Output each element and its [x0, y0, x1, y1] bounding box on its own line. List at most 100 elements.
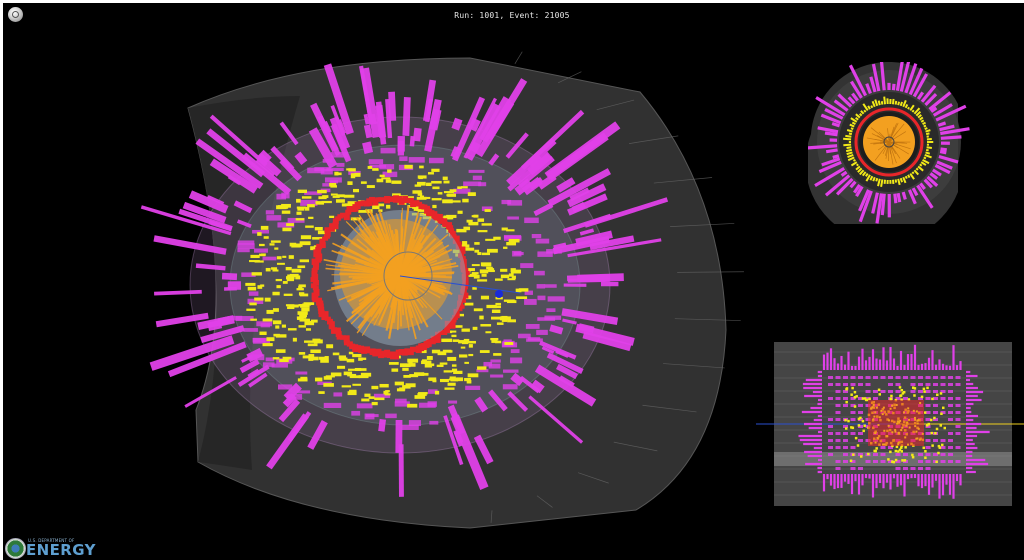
ecal-hit — [463, 226, 471, 231]
ecal-hit — [477, 279, 488, 282]
rz-projection-view[interactable] — [756, 342, 1024, 510]
rz-hcal-tile — [865, 460, 871, 463]
ecal-hit — [373, 203, 385, 207]
settings-gear-icon[interactable] — [8, 7, 23, 22]
ecal-hit — [383, 390, 389, 395]
ecal-hit — [298, 292, 305, 296]
rz-ecal-hit — [922, 446, 926, 450]
hcal-tile — [536, 329, 548, 335]
hcal-tower — [575, 323, 635, 346]
rz-hcal-tile — [925, 418, 931, 421]
rz-ecal-hit — [930, 431, 934, 435]
ecal-hit — [477, 230, 488, 233]
rphi-hcal-tower — [818, 160, 842, 174]
hcal-tower — [422, 79, 437, 122]
ecal-hit — [432, 379, 437, 383]
rz-hcal-tile — [858, 376, 863, 379]
rphi-hcal-tower — [824, 107, 844, 120]
rz-ecal-hit — [857, 417, 861, 421]
ecal-hit — [291, 268, 302, 273]
track-core — [340, 219, 452, 329]
hcal-tower — [468, 117, 481, 132]
ecal-hit — [405, 196, 414, 199]
ecal-hit — [304, 206, 310, 211]
ecal-hit — [420, 372, 429, 376]
ecal-hit — [352, 353, 362, 358]
rphi-hcal-tower — [891, 83, 896, 91]
ecal-hit — [467, 373, 479, 378]
hcal-tile — [336, 162, 345, 167]
hcal-tile — [373, 393, 391, 399]
hcal-tower — [182, 201, 227, 224]
ecal-hit — [436, 364, 444, 367]
ecal-hit — [463, 338, 470, 343]
inner-ring-hit — [311, 267, 318, 273]
rz-hcal-tile — [835, 460, 841, 463]
inner-ring-hit — [331, 327, 338, 334]
inner-ring-hit — [335, 331, 342, 338]
hcal-tower — [528, 177, 544, 190]
rphi-hcal-tower — [911, 187, 919, 197]
ecal-hit — [310, 246, 320, 251]
hcal-tower — [575, 230, 613, 247]
ecal-hit — [300, 235, 312, 240]
hcal-tower — [307, 419, 328, 450]
rz-ecal-hit — [845, 388, 848, 391]
hcal-tile — [229, 315, 243, 321]
rz-hcal-tile — [850, 460, 856, 463]
ecal-hit — [315, 201, 325, 205]
rphi-ecal-hit — [865, 172, 869, 177]
ecal-hit — [473, 308, 483, 312]
hcal-tower — [233, 200, 253, 214]
inner-ring-hit — [459, 246, 466, 251]
rz-hcal-tile — [903, 453, 908, 456]
rz-hcal-tile — [925, 376, 931, 379]
rz-hcal-tile — [888, 390, 893, 393]
hcal-tile — [448, 400, 458, 404]
ecal-hit — [379, 383, 389, 388]
rphi-track — [888, 141, 890, 162]
inner-ring-hit — [360, 200, 367, 206]
hcal-tower — [140, 205, 232, 236]
rphi-ecal-hit — [869, 175, 874, 181]
rz-track-hit — [883, 429, 886, 432]
hcal-tile — [243, 328, 258, 332]
rz-hcal-tile — [835, 467, 841, 470]
ecal-hit — [292, 337, 297, 342]
rz-hcal-tile — [835, 432, 841, 435]
rphi-ecal-hit — [909, 104, 915, 112]
inner-ring-hit — [442, 221, 449, 228]
rz-hcal-tile — [880, 390, 886, 393]
ecal-hit — [257, 232, 262, 236]
rz-track-hit — [917, 419, 920, 422]
shell-segment-line — [670, 223, 735, 227]
shell-segment-line — [514, 51, 523, 65]
ecal-hit — [364, 393, 371, 397]
ecal-hit — [412, 190, 422, 194]
rz-track-hit — [914, 425, 917, 428]
ecal-hit — [392, 193, 401, 196]
rz-hcal-tile — [858, 397, 863, 400]
ecal-hit — [332, 352, 340, 356]
rphi-hcal-tower — [935, 104, 967, 122]
rz-ecal-hit — [878, 393, 882, 396]
rz-hcal-tile — [948, 446, 953, 449]
rz-hcal-tile — [918, 453, 923, 456]
rz-track-hit — [870, 407, 873, 410]
ecal-hit — [348, 351, 354, 355]
ecal-hit — [416, 196, 427, 200]
rphi-projection-view[interactable] — [808, 62, 970, 224]
rz-hcal-tile — [865, 397, 871, 400]
rz-hcal-tile — [835, 390, 841, 393]
rz-hcal-tile — [955, 397, 961, 400]
rphi-hcal-tower — [940, 147, 947, 152]
rphi-hcal-tower — [855, 185, 864, 197]
hcal-tile — [351, 410, 361, 416]
rphi-hcal-tower — [815, 96, 846, 117]
rz-track-hit — [917, 427, 920, 430]
rz-track-hit — [916, 437, 919, 440]
hcal-tower — [530, 379, 545, 394]
ecal-hit — [468, 221, 479, 226]
hcal-tower — [533, 202, 554, 217]
